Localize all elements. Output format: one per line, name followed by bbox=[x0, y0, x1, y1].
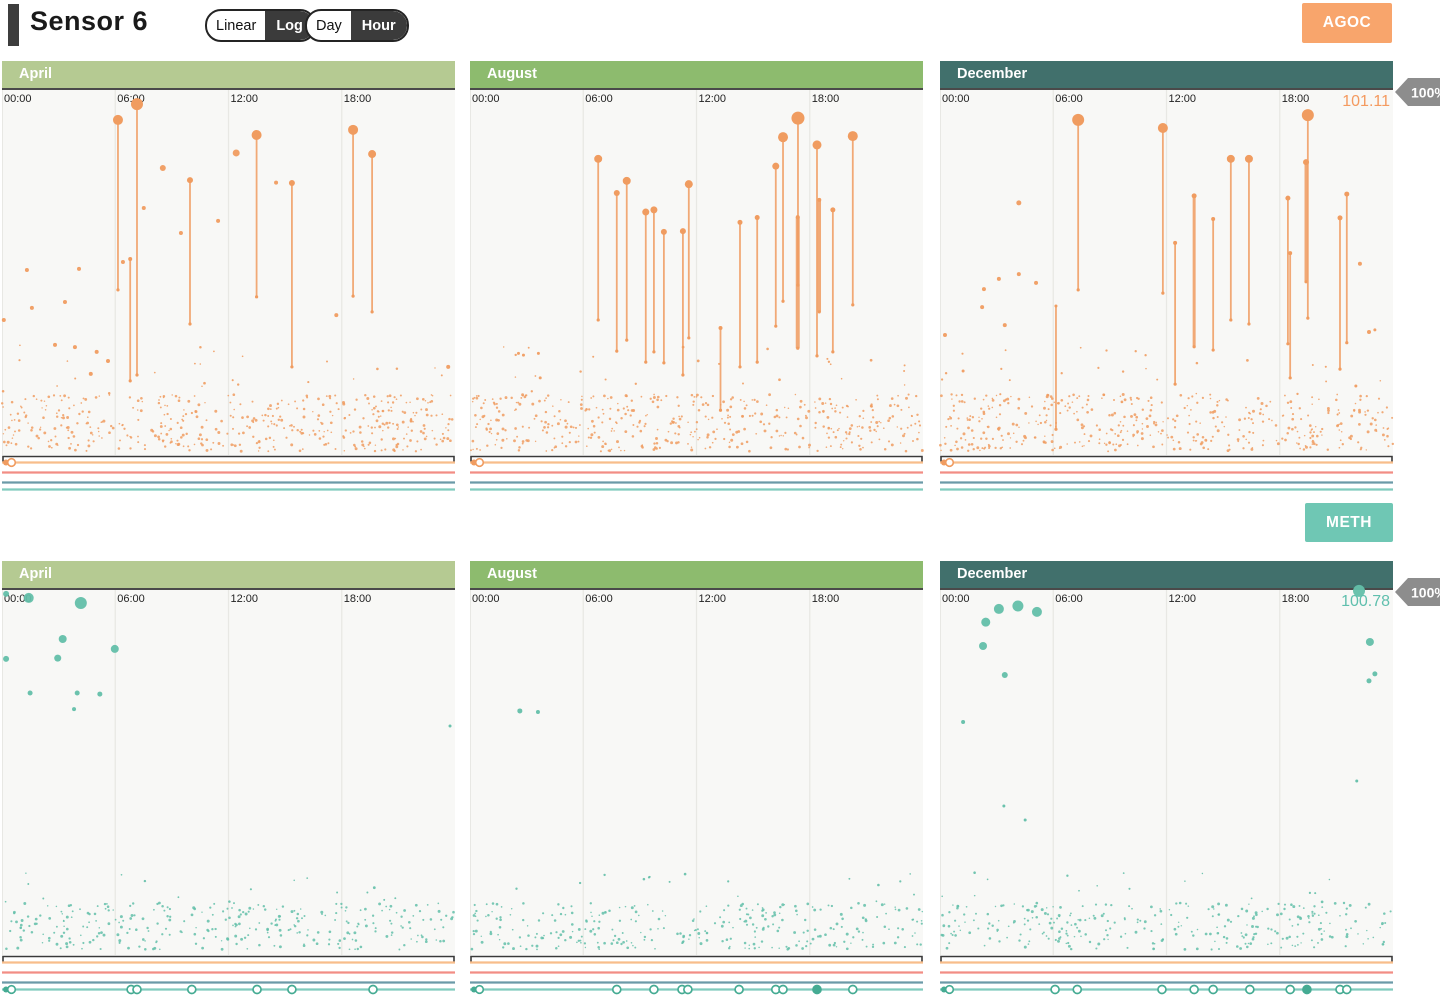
chart-april-meth[interactable]: 00:00 06:00 12:00 18:00 bbox=[2, 588, 455, 955]
svg-text:00:00: 00:00 bbox=[942, 93, 970, 105]
chart-august-agoc[interactable]: 00:00 06:00 12:00 18:00 bbox=[470, 88, 924, 455]
month-header-april-meth: April bbox=[2, 561, 455, 588]
svg-text:18:00: 18:00 bbox=[344, 593, 372, 605]
time-toggle-day[interactable]: Day bbox=[316, 17, 342, 34]
month-label: December bbox=[957, 66, 1028, 82]
month-label: August bbox=[487, 66, 537, 82]
scatter-plot-december-meth[interactable]: 00:00 06:00 12:00 18:00 bbox=[940, 584, 1393, 955]
chart-august-meth[interactable]: 00:00 06:00 12:00 18:00 bbox=[470, 588, 924, 955]
svg-text:12:00: 12:00 bbox=[231, 593, 259, 605]
peak-value-meth: 100.78 bbox=[1341, 593, 1390, 610]
svg-text:06:00: 06:00 bbox=[585, 93, 613, 105]
svg-text:06:00: 06:00 bbox=[117, 593, 145, 605]
svg-text:18:00: 18:00 bbox=[812, 93, 840, 105]
timeline-strip-april-agoc[interactable] bbox=[2, 455, 455, 497]
time-toggle-hour[interactable]: Hour bbox=[350, 11, 407, 40]
month-header-august-meth: August bbox=[470, 561, 923, 588]
svg-text:12:00: 12:00 bbox=[1169, 593, 1197, 605]
month-header-april-agoc: April bbox=[2, 61, 455, 88]
svg-text:18:00: 18:00 bbox=[1282, 593, 1310, 605]
timeline-strip-december-agoc[interactable] bbox=[940, 455, 1393, 497]
timeline-strip-august-meth[interactable] bbox=[470, 955, 923, 997]
month-label: August bbox=[487, 566, 537, 582]
peak-value-agoc: 101.11 bbox=[1342, 93, 1390, 110]
svg-text:06:00: 06:00 bbox=[1055, 593, 1083, 605]
threshold-tag-label: 100% bbox=[1411, 85, 1440, 101]
month-label: April bbox=[19, 566, 53, 582]
agoc-chemical-button[interactable]: AGOC bbox=[1302, 3, 1392, 43]
svg-text:12:00: 12:00 bbox=[1169, 93, 1197, 105]
page-title: Sensor 6 bbox=[30, 6, 149, 36]
svg-text:18:00: 18:00 bbox=[344, 93, 372, 105]
scatter-plot-april-agoc[interactable]: 00:00 06:00 12:00 18:00 bbox=[0, 88, 455, 455]
meth-chemical-button[interactable]: METH bbox=[1305, 503, 1393, 542]
title-accent-bar bbox=[8, 4, 19, 46]
month-header-december-agoc: December bbox=[940, 61, 1393, 88]
chart-december-agoc[interactable]: 00:00 06:00 12:00 18:00 bbox=[939, 88, 1394, 455]
threshold-tag-shape bbox=[1395, 578, 1440, 606]
month-header-december-meth: December bbox=[940, 561, 1393, 588]
threshold-tag-shape bbox=[1395, 78, 1440, 106]
svg-text:12:00: 12:00 bbox=[231, 93, 259, 105]
svg-text:06:00: 06:00 bbox=[1055, 93, 1083, 105]
chart-april-agoc[interactable]: 00:00 06:00 12:00 18:00 bbox=[0, 88, 455, 455]
svg-text:00:00: 00:00 bbox=[4, 93, 32, 105]
month-header-august-agoc: August bbox=[470, 61, 923, 88]
month-label: December bbox=[957, 566, 1028, 582]
scale-toggle-linear[interactable]: Linear bbox=[216, 17, 257, 34]
time-toggle[interactable]: Day Hour bbox=[305, 9, 409, 42]
threshold-tag-meth[interactable]: 100% bbox=[1395, 577, 1440, 607]
scatter-plot-august-agoc[interactable]: 00:00 06:00 12:00 18:00 bbox=[470, 88, 924, 455]
scatter-plot-august-meth[interactable]: 00:00 06:00 12:00 18:00 bbox=[470, 588, 924, 955]
svg-text:18:00: 18:00 bbox=[1282, 93, 1310, 105]
month-label: April bbox=[19, 66, 53, 82]
timeline-strip-august-agoc[interactable] bbox=[470, 455, 923, 497]
threshold-tag-label: 100% bbox=[1411, 585, 1440, 601]
timeline-strip-april-meth[interactable] bbox=[2, 955, 455, 997]
svg-text:00:00: 00:00 bbox=[942, 593, 970, 605]
svg-text:12:00: 12:00 bbox=[699, 593, 727, 605]
threshold-tag-agoc[interactable]: 100% bbox=[1395, 77, 1440, 107]
scale-toggle[interactable]: Linear Log bbox=[205, 9, 316, 42]
svg-text:06:00: 06:00 bbox=[585, 593, 613, 605]
svg-text:00:00: 00:00 bbox=[472, 593, 500, 605]
scatter-plot-december-agoc[interactable]: 00:00 06:00 12:00 18:00 bbox=[939, 88, 1394, 455]
timeline-strip-december-meth[interactable] bbox=[940, 955, 1393, 997]
svg-text:18:00: 18:00 bbox=[812, 593, 840, 605]
scatter-plot-april-meth[interactable]: 00:00 06:00 12:00 18:00 bbox=[2, 588, 455, 955]
svg-text:12:00: 12:00 bbox=[699, 93, 727, 105]
chart-december-meth[interactable]: 00:00 06:00 12:00 18:00 bbox=[940, 584, 1393, 955]
svg-text:00:00: 00:00 bbox=[472, 93, 500, 105]
